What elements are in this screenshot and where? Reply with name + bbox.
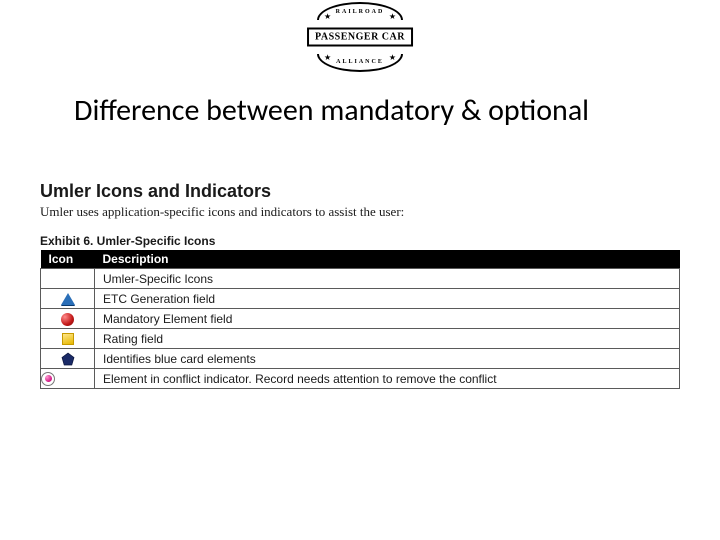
desc-cell: ETC Generation field: [95, 289, 680, 309]
col-header-desc: Description: [95, 250, 680, 269]
page-title: Difference between mandatory & optional: [0, 66, 720, 129]
exhibit-label: Exhibit 6. Umler-Specific Icons: [40, 234, 690, 248]
icons-section: Umler Icons and Indicators Umler uses ap…: [0, 129, 720, 389]
pink-target-icon: [41, 372, 55, 386]
table-row: Mandatory Element field: [41, 309, 680, 329]
icon-cell: [41, 369, 95, 389]
navy-pentagon-icon: [61, 352, 75, 366]
star-icon: ★: [324, 12, 331, 21]
icon-cell: [41, 309, 95, 329]
table-row: Rating field: [41, 329, 680, 349]
desc-cell: Identifies blue card elements: [95, 349, 680, 369]
star-icon: ★: [389, 12, 396, 21]
desc-cell: Umler-Specific Icons: [95, 269, 680, 289]
icons-table: Icon Description Umler-Specific Icons ET…: [40, 250, 680, 389]
logo-box-text: PASSENGER CAR: [307, 28, 413, 47]
logo-top-text: RAILROAD: [336, 9, 385, 15]
icon-cell: [41, 289, 95, 309]
col-header-icon: Icon: [41, 250, 95, 269]
alliance-logo: RAILROAD ★ ★ PASSENGER CAR ★ ★ ALLIANCE: [290, 8, 430, 66]
desc-cell: Mandatory Element field: [95, 309, 680, 329]
icon-cell-empty: [41, 269, 95, 289]
section-heading: Umler Icons and Indicators: [40, 181, 690, 202]
table-header-row: Icon Description: [41, 250, 680, 269]
table-row: ETC Generation field: [41, 289, 680, 309]
desc-cell: Element in conflict indicator. Record ne…: [95, 369, 680, 389]
red-ball-icon: [61, 313, 74, 326]
table-row: Element in conflict indicator. Record ne…: [41, 369, 680, 389]
icon-cell: [41, 329, 95, 349]
logo-region: RAILROAD ★ ★ PASSENGER CAR ★ ★ ALLIANCE: [0, 0, 720, 66]
desc-cell: Rating field: [95, 329, 680, 349]
icon-cell: [41, 349, 95, 369]
table-row: Umler-Specific Icons: [41, 269, 680, 289]
blue-triangle-icon: [61, 293, 75, 305]
yellow-square-icon: [62, 333, 74, 345]
section-intro: Umler uses application-specific icons an…: [40, 204, 690, 220]
table-row: Identifies blue card elements: [41, 349, 680, 369]
